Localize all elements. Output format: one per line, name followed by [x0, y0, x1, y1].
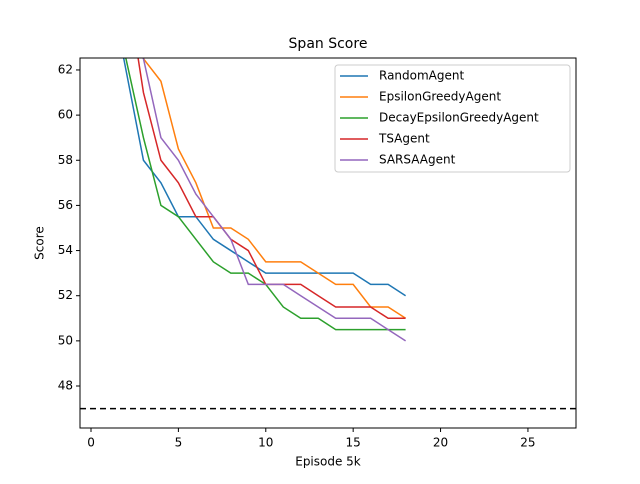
y-tick-label: 54 [58, 243, 73, 257]
x-tick-label: 5 [175, 436, 183, 450]
x-tick-label: 15 [346, 436, 361, 450]
y-axis-label: Score [33, 226, 47, 260]
x-tick-label: 0 [87, 436, 95, 450]
x-tick-label: 10 [258, 436, 273, 450]
legend-label: DecayEpsilonGreedyAgent [379, 111, 539, 125]
chart-title: Span Score [289, 36, 368, 52]
x-tick-label: 20 [433, 436, 448, 450]
y-tick-label: 60 [58, 108, 73, 122]
legend-label: TSAgent [378, 132, 430, 146]
y-tick-label: 58 [58, 153, 73, 167]
y-tick-label: 50 [58, 333, 73, 347]
legend-box [334, 64, 571, 173]
legend-label: RandomAgent [379, 69, 464, 83]
plot-area [80, 58, 576, 410]
series-line [142, 58, 407, 319]
y-tick-label: 48 [58, 379, 73, 393]
x-tick-label: 25 [520, 436, 535, 450]
y-tick-label: 62 [58, 62, 73, 76]
x-axis-label: Episode 5k [295, 455, 361, 469]
series-line [125, 58, 406, 331]
y-tick-label: 56 [58, 198, 73, 212]
y-tick-label: 52 [58, 288, 73, 302]
legend-label: SARSAAgent [379, 153, 456, 167]
legend-label: EpsilonGreedyAgent [379, 90, 501, 104]
axes-frame [79, 57, 577, 429]
series-line [142, 58, 407, 342]
